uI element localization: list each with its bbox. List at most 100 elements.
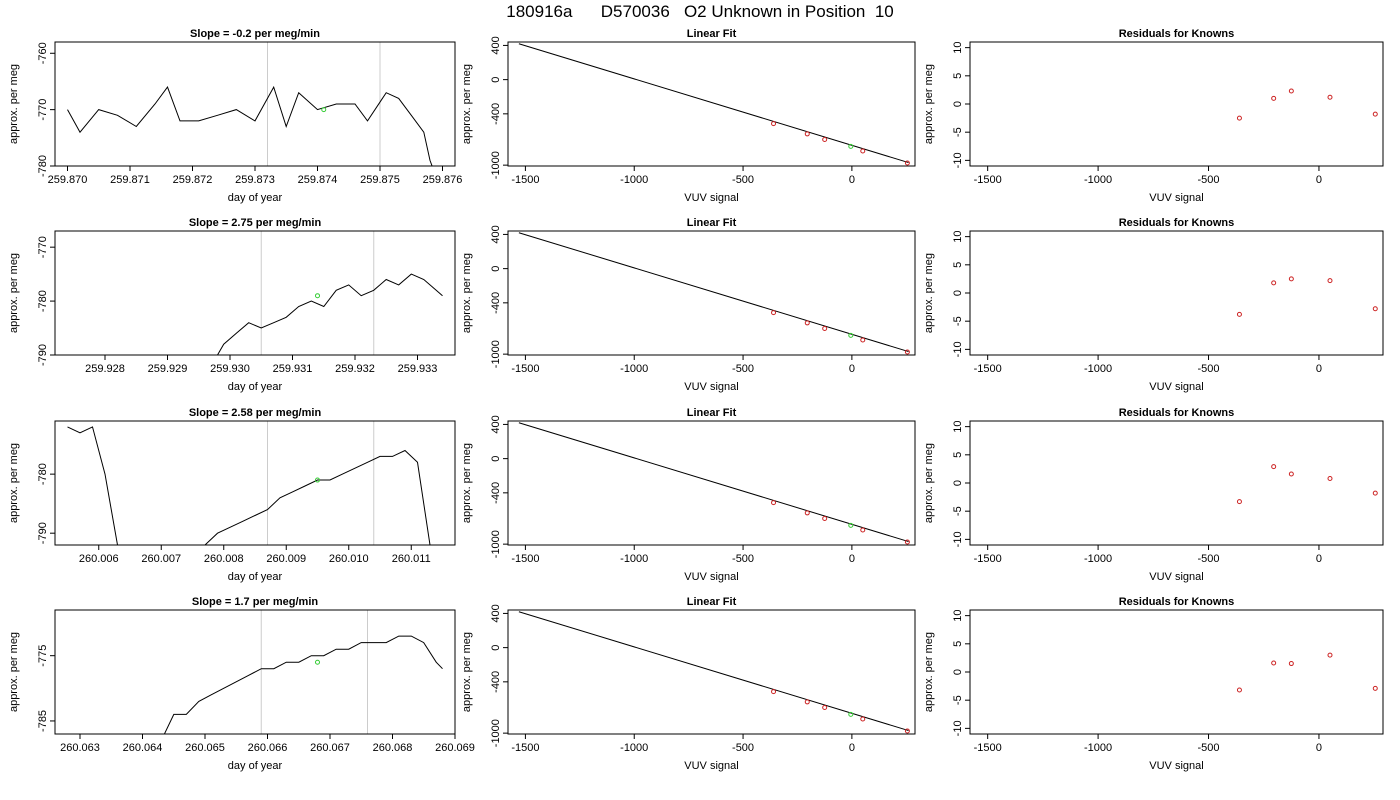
known-point [860, 337, 866, 343]
known-point [771, 121, 777, 127]
x-axis-label: VUV signal [684, 571, 738, 583]
plot-frame [507, 420, 916, 546]
y-tick-label: 5 [952, 262, 964, 268]
known-point [1236, 687, 1242, 693]
x-tick-label: -500 [1198, 174, 1220, 186]
x-tick-label: 259.932 [335, 363, 375, 375]
x-tick-label: 259.933 [398, 363, 438, 375]
x-tick-label: -1000 [1084, 363, 1112, 375]
panel [503, 609, 916, 739]
x-tick-label: 259.874 [298, 174, 338, 186]
x-tick-label: -1000 [620, 742, 648, 754]
y-tick-label: 10 [952, 421, 964, 433]
x-tick-label: -1500 [511, 553, 539, 565]
x-axis-label: VUV signal [1149, 760, 1203, 772]
plot-title: Slope = 2.58 per meg/min [189, 407, 322, 419]
known-point [1327, 475, 1333, 481]
plot-frame [507, 230, 916, 356]
known-point [822, 704, 828, 710]
known-point [822, 515, 828, 521]
fit-line [518, 43, 909, 164]
y-tick-label: -5 [952, 127, 964, 137]
y-tick-label: 0 [952, 480, 964, 486]
panel [965, 420, 1384, 550]
y-tick-label: 0 [490, 456, 502, 462]
plot-title: Linear Fit [687, 596, 737, 608]
known-point [904, 160, 910, 166]
y-tick-label: 0 [952, 669, 964, 675]
panel [503, 420, 916, 550]
y-tick-label: 5 [952, 452, 964, 458]
known-point [860, 716, 866, 722]
y-tick-label: -10 [952, 152, 964, 168]
known-point [1236, 311, 1242, 317]
x-tick-label: 260.010 [329, 553, 369, 565]
y-tick-label: 400 [490, 415, 502, 433]
x-tick-label: 260.067 [310, 742, 350, 754]
x-axis-label: VUV signal [1149, 192, 1203, 204]
known-point [1236, 499, 1242, 505]
y-tick-label: 0 [952, 290, 964, 296]
plot-title: Slope = 1.7 per meg/min [192, 596, 319, 608]
y-axis-label: approx. per meg [8, 443, 20, 523]
x-tick-label: 259.929 [148, 363, 188, 375]
x-tick-label: 259.928 [85, 363, 125, 375]
y-tick-label: 400 [490, 36, 502, 54]
x-tick-label: -500 [732, 174, 754, 186]
plot-frame [969, 420, 1384, 546]
plot-frame [54, 609, 456, 735]
x-tick-label: 260.068 [373, 742, 413, 754]
y-tick-label: -1000 [490, 340, 502, 368]
plot-frame [507, 609, 916, 735]
known-point [1288, 471, 1294, 477]
x-tick-label: 259.871 [110, 174, 150, 186]
x-tick-label: -1000 [1084, 742, 1112, 754]
x-tick-label: -1000 [620, 553, 648, 565]
y-axis-label: approx. per meg [8, 253, 20, 333]
plot-title: Residuals for Knowns [1119, 217, 1235, 229]
x-tick-label: -1000 [1084, 553, 1112, 565]
known-point [1288, 661, 1294, 667]
x-axis-label: day of year [228, 760, 283, 772]
y-axis-label: approx. per meg [8, 632, 20, 712]
x-tick-label: 0 [1316, 553, 1322, 565]
plot-frame [969, 230, 1384, 356]
plot-title: Linear Fit [687, 407, 737, 419]
x-tick-label: 0 [1316, 742, 1322, 754]
x-tick-label: 259.930 [210, 363, 250, 375]
known-point [1271, 280, 1277, 286]
x-tick-label: 259.872 [173, 174, 213, 186]
y-axis-label: approx. per meg [923, 632, 935, 712]
known-point [1327, 652, 1333, 658]
plot-title: Linear Fit [687, 217, 737, 229]
series-line [67, 426, 118, 545]
y-axis-label: approx. per meg [461, 64, 473, 144]
x-tick-label: 260.006 [79, 553, 119, 565]
known-point [804, 320, 810, 326]
known-point [860, 148, 866, 154]
x-tick-label: 259.931 [273, 363, 313, 375]
plot-frame [507, 41, 916, 167]
unknown-point [315, 293, 320, 299]
y-tick-label: 10 [952, 231, 964, 243]
x-axis-label: VUV signal [684, 192, 738, 204]
plot-title: Residuals for Knowns [1119, 407, 1235, 419]
y-tick-label: -400 [490, 292, 502, 314]
x-tick-label: -1000 [620, 363, 648, 375]
y-tick-label: -780 [37, 463, 49, 485]
x-tick-label: 0 [849, 174, 855, 186]
plot-title: Residuals for Knowns [1119, 596, 1235, 608]
known-point [822, 325, 828, 331]
known-point [1372, 306, 1378, 312]
y-tick-label: 0 [952, 101, 964, 107]
known-point [1271, 95, 1277, 101]
x-tick-label: 260.066 [248, 742, 288, 754]
y-tick-label: -400 [490, 671, 502, 693]
unknown-point [321, 107, 327, 113]
plot-frame [969, 41, 1384, 167]
x-tick-label: -500 [732, 553, 754, 565]
y-tick-label: 0 [490, 645, 502, 651]
known-point [1288, 88, 1294, 94]
unknown-point [848, 332, 854, 338]
